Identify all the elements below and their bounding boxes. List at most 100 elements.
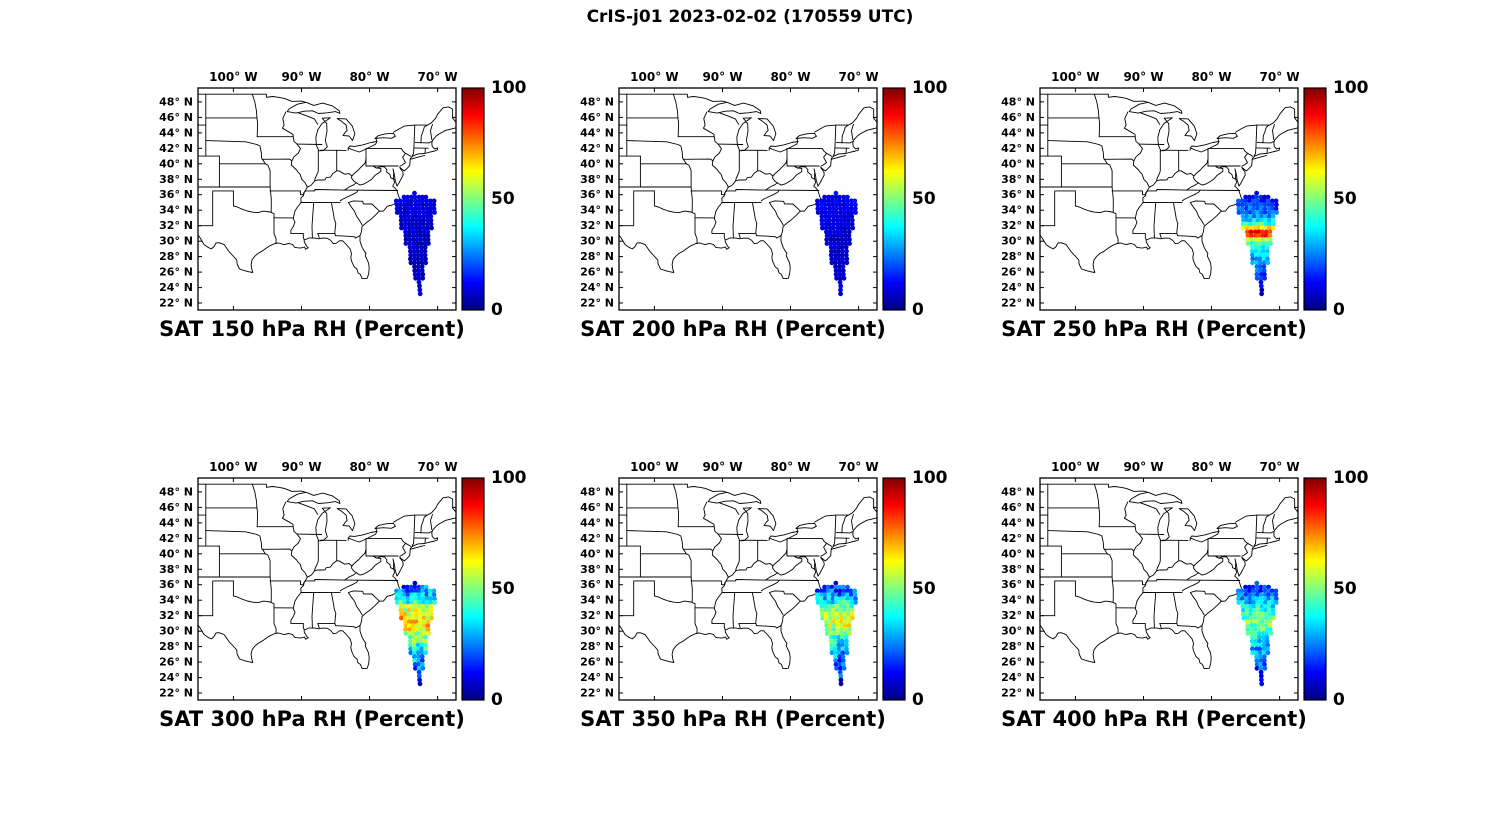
colorbar-tick-label: 50 (491, 579, 515, 599)
lon-tick-label: 90° W (281, 460, 321, 474)
lon-tick-label: 80° W (349, 70, 389, 84)
rh-swath-scatter (815, 190, 858, 297)
lat-tick-label: 22° N (159, 297, 193, 310)
map-axes-box (197, 477, 457, 701)
lat-tick-label: 28° N (1001, 250, 1035, 263)
lat-tick-label: 44° N (1001, 516, 1035, 529)
lon-tick-label: 70° W (1260, 460, 1300, 474)
lat-tick-label: 26° N (159, 656, 193, 669)
map-plot-svg: 100° W 90° W 80° W 70° W 48° N 46° N 44° N 42° … (580, 460, 948, 706)
lat-tick-label: 28° N (159, 640, 193, 653)
lon-tick-label: 70° W (839, 460, 879, 474)
lat-tick-label: 48° N (1001, 485, 1035, 498)
state-boundaries (619, 483, 877, 670)
panel-title: SAT 200 hPa RH (Percent) (580, 317, 886, 341)
lat-tick-label: 28° N (1001, 640, 1035, 653)
lat-tick-label: 22° N (1001, 297, 1035, 310)
lat-tick-label: 38° N (1001, 563, 1035, 576)
colorbar-tick-label: 50 (1333, 189, 1357, 209)
lat-tick-label: 26° N (159, 266, 193, 279)
lat-tick-label: 24° N (1001, 671, 1035, 684)
lon-tick-label: 100° W (630, 70, 678, 84)
colorbar-tick-label: 0 (491, 300, 503, 316)
colorbar-tick-label: 100 (491, 78, 527, 98)
lat-tick-label: 46° N (1001, 501, 1035, 514)
lat-tick-label: 30° N (580, 625, 614, 638)
colorbar-tick-label: 0 (912, 300, 924, 316)
colorbar-tick-label: 100 (1333, 78, 1369, 98)
lon-tick-label: 90° W (702, 460, 742, 474)
lat-tick-label: 24° N (580, 671, 614, 684)
lat-tick-label: 32° N (580, 219, 614, 232)
panel-title: SAT 250 hPa RH (Percent) (1001, 317, 1307, 341)
lat-tick-label: 38° N (159, 563, 193, 576)
lon-tick-label: 80° W (349, 460, 389, 474)
map-plot-svg: 100° W 90° W 80° W 70° W 48° N 46° N 44° N 42° … (159, 460, 527, 706)
map-plot-svg: 100° W 90° W 80° W 70° W 48° N 46° N 44° N 42° … (1001, 70, 1369, 316)
axis-ticks (619, 478, 877, 700)
lat-tick-label: 48° N (1001, 95, 1035, 108)
lon-tick-label: 70° W (839, 70, 879, 84)
lon-tick-label: 80° W (1191, 70, 1231, 84)
lat-tick-label: 40° N (159, 157, 193, 170)
lon-tick-label: 100° W (209, 460, 257, 474)
rh-map-panel: 100° W 90° W 80° W 70° W 48° N 46° N 44° N 42° … (547, 444, 949, 744)
lat-tick-label: 28° N (580, 640, 614, 653)
lat-tick-label: 44° N (580, 126, 614, 139)
rh-map-panel: 100° W 90° W 80° W 70° W 48° N 46° N 44° N 42° … (126, 444, 528, 744)
rh-map-panel: 100° W 90° W 80° W 70° W 48° N 46° N 44° N 42° … (968, 54, 1370, 354)
colorbar-tick-label: 0 (1333, 690, 1345, 706)
axis-ticks (1040, 88, 1298, 310)
colorbar (882, 477, 906, 701)
lon-tick-label: 90° W (281, 70, 321, 84)
lat-tick-label: 46° N (580, 501, 614, 514)
lon-tick-label: 70° W (418, 460, 458, 474)
lat-tick-label: 34° N (159, 594, 193, 607)
state-boundaries (619, 93, 877, 280)
lat-tick-label: 44° N (1001, 126, 1035, 139)
lat-tick-label: 26° N (1001, 266, 1035, 279)
rh-map-panel: 100° W 90° W 80° W 70° W 48° N 46° N 44° N 42° … (126, 54, 528, 354)
lat-tick-label: 30° N (580, 235, 614, 248)
lon-tick-label: 80° W (770, 70, 810, 84)
lat-tick-label: 26° N (580, 656, 614, 669)
lat-tick-label: 36° N (1001, 578, 1035, 591)
map-axes-box (197, 87, 457, 311)
lat-tick-label: 30° N (1001, 235, 1035, 248)
lat-tick-label: 22° N (580, 687, 614, 700)
colorbar-tick-label: 50 (912, 189, 936, 209)
map-plot-svg: 100° W 90° W 80° W 70° W 48° N 46° N 44° N 42° … (580, 70, 948, 316)
colorbar-tick-label: 50 (491, 189, 515, 209)
colorbar (1303, 87, 1327, 311)
panel-title: SAT 150 hPa RH (Percent) (159, 317, 465, 341)
lat-tick-label: 36° N (1001, 188, 1035, 201)
lon-tick-label: 100° W (1051, 70, 1099, 84)
lat-tick-label: 32° N (159, 609, 193, 622)
lat-tick-label: 48° N (159, 485, 193, 498)
colorbar-tick-label: 0 (1333, 300, 1345, 316)
lat-tick-label: 40° N (580, 547, 614, 560)
state-boundaries (1040, 483, 1298, 670)
lat-tick-label: 36° N (159, 578, 193, 591)
lat-tick-label: 34° N (159, 204, 193, 217)
colorbar-tick-label: 100 (1333, 468, 1369, 488)
rh-map-panel: 100° W 90° W 80° W 70° W 48° N 46° N 44° N 42° … (968, 444, 1370, 744)
lat-tick-label: 40° N (1001, 157, 1035, 170)
lat-tick-label: 22° N (580, 297, 614, 310)
figure-title: CrIS-j01 2023-02-02 (170559 UTC) (586, 7, 914, 27)
lat-tick-label: 38° N (159, 173, 193, 186)
colorbar (461, 87, 485, 311)
axis-ticks (1040, 478, 1298, 700)
lon-tick-label: 100° W (630, 460, 678, 474)
lat-tick-label: 42° N (1001, 532, 1035, 545)
rh-swath-scatter (814, 580, 858, 687)
map-axes-box (1039, 477, 1299, 701)
lat-tick-label: 46° N (159, 111, 193, 124)
colorbar-tick-label: 0 (491, 690, 503, 706)
colorbar (882, 87, 906, 311)
state-boundaries (198, 93, 456, 280)
lat-tick-label: 42° N (159, 532, 193, 545)
lat-tick-label: 36° N (580, 578, 614, 591)
colorbar-tick-label: 50 (1333, 579, 1357, 599)
colorbar-tick-label: 0 (912, 690, 924, 706)
